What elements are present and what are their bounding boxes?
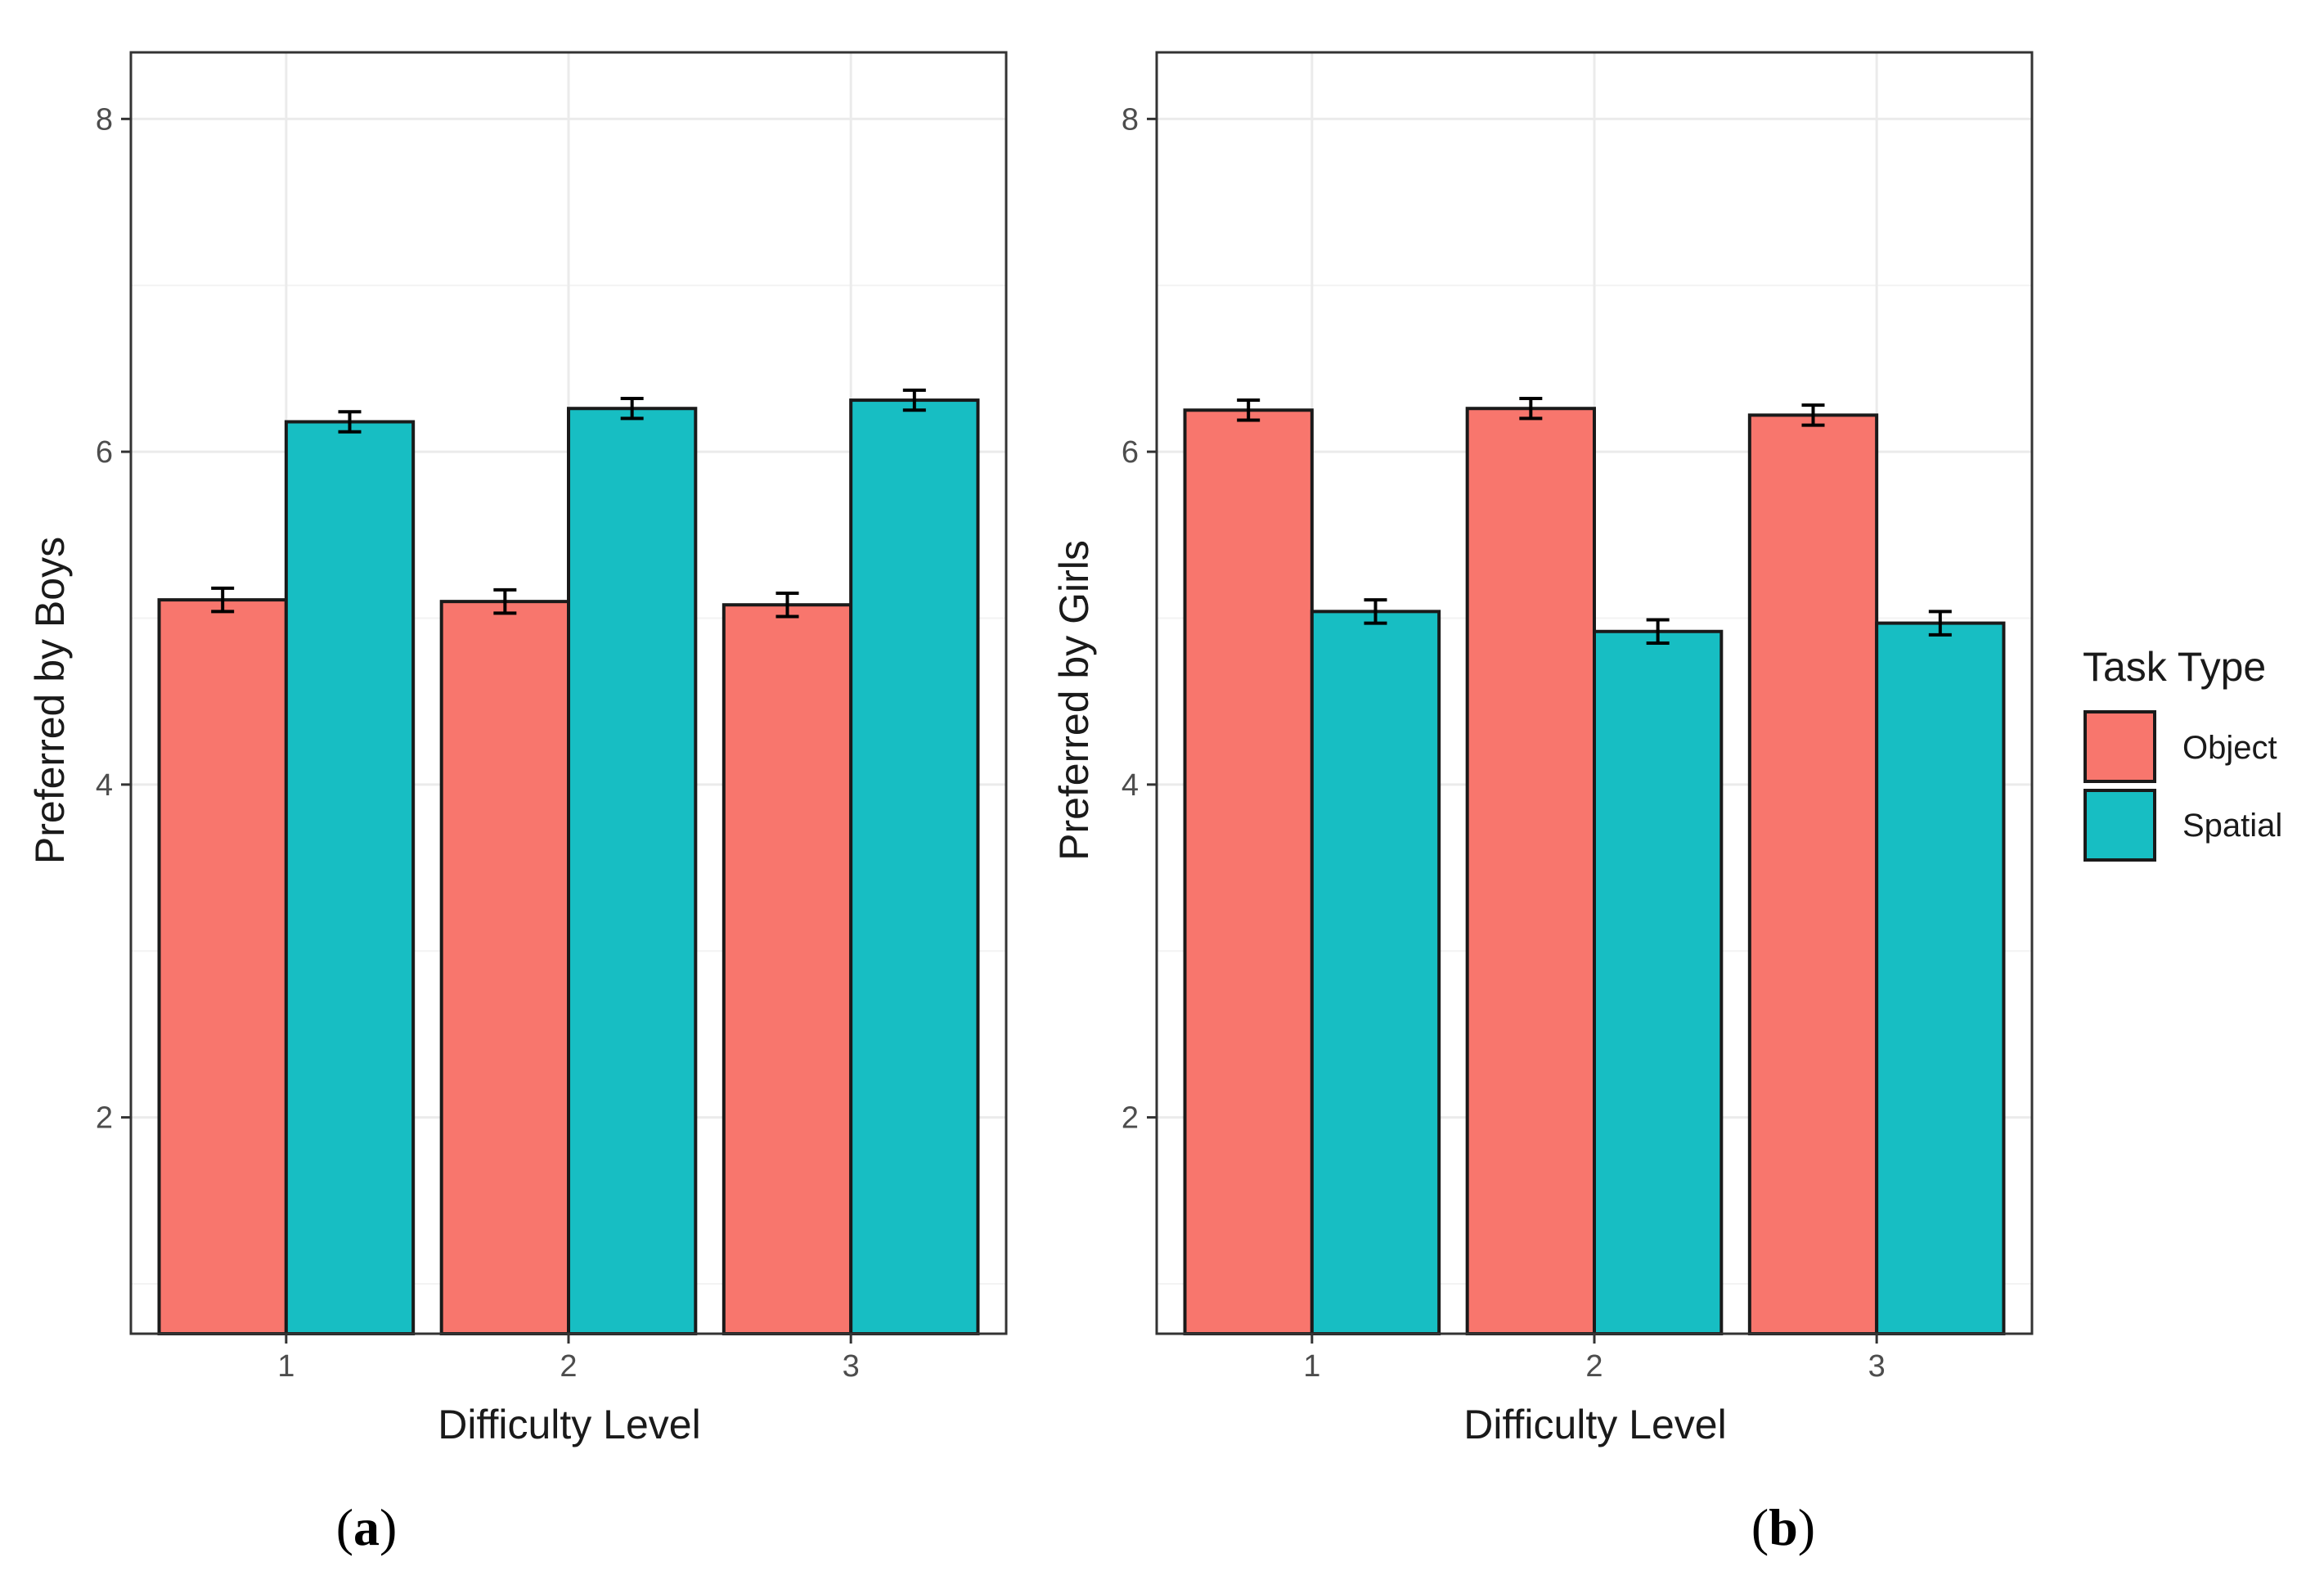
x-tick-label: 2 — [560, 1349, 577, 1384]
x-tick-label: 1 — [277, 1349, 294, 1384]
panel-a: 2 4 6 8 1 2 3 Difficulty Level Preferred by B… — [27, 51, 1008, 1556]
legend-title: Task Type — [2083, 644, 2266, 690]
legend-swatch-object — [2084, 710, 2156, 783]
error-bar-spatial-3 — [902, 388, 926, 412]
x-tick-label: 3 — [843, 1349, 860, 1384]
panel-b-error-bars — [1237, 397, 1952, 645]
bar-object-3 — [721, 603, 853, 1335]
bar-object-1 — [1183, 408, 1314, 1335]
y-tick-label: 4 — [1122, 768, 1139, 803]
bar-spatial-2 — [1593, 629, 1724, 1335]
panel-a-error-bars — [211, 388, 926, 619]
panel-b-label: (b) — [1751, 1498, 1815, 1556]
y-tick-label: 8 — [96, 102, 113, 137]
error-bar-spatial-2 — [620, 397, 644, 421]
x-tick-label: 3 — [1868, 1349, 1886, 1384]
bar-spatial-3 — [849, 398, 980, 1335]
error-bar-object-3 — [1801, 403, 1825, 427]
legend-swatch-spatial — [2084, 789, 2156, 862]
panel-a-y-ticks: 2 4 6 8 — [96, 102, 131, 1136]
y-tick-label: 8 — [1122, 102, 1139, 137]
panel-a-y-axis-title: Preferred by Boys — [27, 537, 73, 864]
y-tick-label: 2 — [96, 1101, 113, 1136]
y-tick-label: 2 — [1122, 1101, 1139, 1136]
panel-a-x-ticks: 1 2 3 — [277, 1334, 860, 1384]
error-bar-object-1 — [1237, 398, 1261, 422]
panel-a-label: (a) — [336, 1498, 398, 1556]
error-bar-spatial-3 — [1928, 610, 1952, 637]
error-bar-object-2 — [493, 587, 517, 615]
x-tick-label: 2 — [1585, 1349, 1603, 1384]
error-bar-spatial-2 — [1646, 618, 1670, 645]
bar-spatial-3 — [1875, 621, 2006, 1335]
panel-b-y-ticks: 2 4 6 8 — [1122, 102, 1157, 1136]
x-tick-label: 1 — [1303, 1349, 1320, 1384]
y-tick-label: 4 — [96, 768, 113, 803]
panel-b-bars — [1183, 407, 2006, 1336]
legend-label-object: Object — [2182, 730, 2277, 766]
bar-object-3 — [1747, 413, 1879, 1335]
legend: Task Type Object Spatial — [2083, 644, 2282, 862]
bar-object-1 — [157, 598, 288, 1335]
y-tick-label: 6 — [1122, 435, 1139, 470]
bar-object-2 — [439, 600, 571, 1335]
bar-spatial-1 — [1310, 610, 1441, 1335]
bar-spatial-2 — [567, 407, 698, 1336]
error-bar-object-1 — [211, 586, 235, 614]
panel-a-bars — [157, 398, 980, 1336]
bar-object-2 — [1465, 407, 1596, 1336]
error-bar-spatial-1 — [338, 410, 362, 434]
bar-spatial-1 — [284, 420, 416, 1335]
panel-a-x-axis-title: Difficulty Level — [438, 1402, 700, 1447]
legend-label-spatial: Spatial — [2182, 808, 2282, 844]
error-bar-object-3 — [775, 591, 799, 619]
y-tick-label: 6 — [96, 435, 113, 470]
error-bar-object-2 — [1519, 397, 1543, 421]
panel-b-y-axis-title: Preferred by Girls — [1051, 540, 1097, 861]
panel-b: 2 4 6 8 1 2 3 Difficulty Level Preferred by G… — [1051, 51, 2034, 1556]
panel-b-x-axis-title: Difficulty Level — [1463, 1402, 1726, 1447]
panel-b-label-letter: b — [1769, 1498, 1798, 1556]
panel-a-label-letter: a — [353, 1498, 380, 1556]
error-bar-spatial-1 — [1364, 598, 1387, 625]
panel-b-x-ticks: 1 2 3 — [1303, 1334, 1886, 1384]
